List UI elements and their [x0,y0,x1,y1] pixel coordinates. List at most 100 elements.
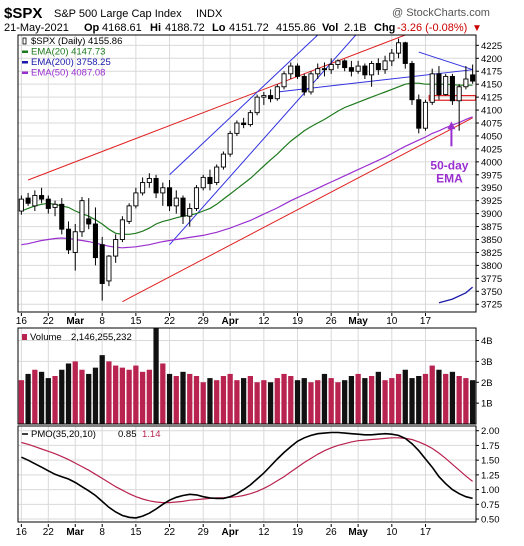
x-tick-label: 12 [258,527,270,538]
price-overlays [18,35,476,304]
candle-up [106,255,112,282]
candle-down [402,42,408,64]
candle-up [79,200,85,233]
volume-legend-swatch [22,334,27,340]
volume-bar [321,373,328,424]
candle [422,99,429,131]
open-value: 4168.61 [102,22,142,34]
y-tick-label: 4075 [481,119,502,130]
candle [335,59,341,69]
x-tick-label: Mar [66,527,84,538]
candle-down [375,63,381,71]
x-tick-label: 8 [99,527,105,538]
candle [214,164,220,186]
candle-up [443,75,449,95]
panel-frame [17,327,477,425]
candle-down [25,197,31,204]
volume-bar [133,365,139,424]
candle [72,223,78,271]
candle [153,174,159,199]
volume-bar [328,378,334,424]
y-tick-label: 3925 [481,196,502,207]
candle [119,216,125,243]
volume-bar [308,382,314,424]
volume-bar [288,376,294,424]
panel-frame [17,34,477,313]
legend-label: EMA(20) 4147.73 [31,47,105,58]
candle [456,84,462,131]
volume-bar [375,371,381,424]
blue-trendline [418,51,473,71]
annotation-line1: 50-day [430,159,468,173]
legend-swatch [22,61,28,64]
candle-down [362,65,368,76]
candle-up [220,153,226,168]
candle-up [355,65,361,72]
y-tick-label: 1.00 [481,485,500,496]
volume-bar [234,380,240,424]
volume-bar [416,376,422,424]
candle-up [396,42,402,54]
candle [281,71,287,90]
volume-bar [193,376,200,424]
volume-bar [126,369,132,424]
candle [301,73,307,96]
candle [429,68,435,105]
watermark: @ StockCharts.com [392,7,490,19]
x-tick-label: 22 [43,527,55,538]
candle [173,190,179,214]
volume-bar [200,382,206,424]
volume-bar [72,361,78,424]
y-tick-label: 4050 [481,131,502,142]
candle-down [167,187,173,207]
volume-bar [25,373,31,424]
volume-panel: 1B 2B 3B 4B Volume 2,146,255,232 [17,327,493,425]
candle [220,151,226,170]
y-tick-label: 3800 [481,261,502,272]
volume-bar [187,373,193,424]
volume-bar [449,371,456,424]
volume-bar [113,365,119,424]
legend-label: $SPX (Daily) 4155.86 [31,36,122,47]
candle-up [288,65,294,75]
annotation-arrow-head [447,121,456,130]
y-tick-label: 4025 [481,144,502,155]
candle [18,195,24,215]
volume-bar [389,378,395,424]
volume-bar [45,378,51,424]
y-tick-label: 1.25 [481,470,500,481]
candle-up [133,192,139,207]
y-tick-label: 4100 [481,106,502,117]
candle [449,73,455,105]
candle-down [436,73,442,95]
candle [308,71,314,95]
candle-up [335,60,341,65]
y-tick-label: 4000 [481,157,502,168]
candle-up [247,112,253,126]
candle [133,187,139,209]
legend-swatch [22,71,28,74]
candle-down [99,244,105,284]
y-tick-label: 2B [481,378,493,389]
volume-bar [342,380,348,424]
pmo-signal-line [21,437,473,504]
x-tick-label: 22 [43,316,55,327]
volume-bar [429,365,435,424]
volume-bar [294,380,301,424]
volume-bar [146,369,152,424]
volume-bar [281,373,287,424]
high-value: 4188.72 [165,22,205,34]
volume-legend-value: 2,146,255,232 [71,332,132,343]
x-tick-label: 19 [292,527,304,538]
volume-bar [79,369,85,424]
candle [436,66,442,100]
red-trendline [122,117,473,303]
chg-down-marker: ▼ [472,23,482,34]
volume-bar [59,369,65,424]
volume-bar [92,367,99,424]
candle-up [18,198,24,212]
red-trendline [27,35,407,181]
candle-down [294,65,301,77]
y-tick-label: 3750 [481,287,502,298]
